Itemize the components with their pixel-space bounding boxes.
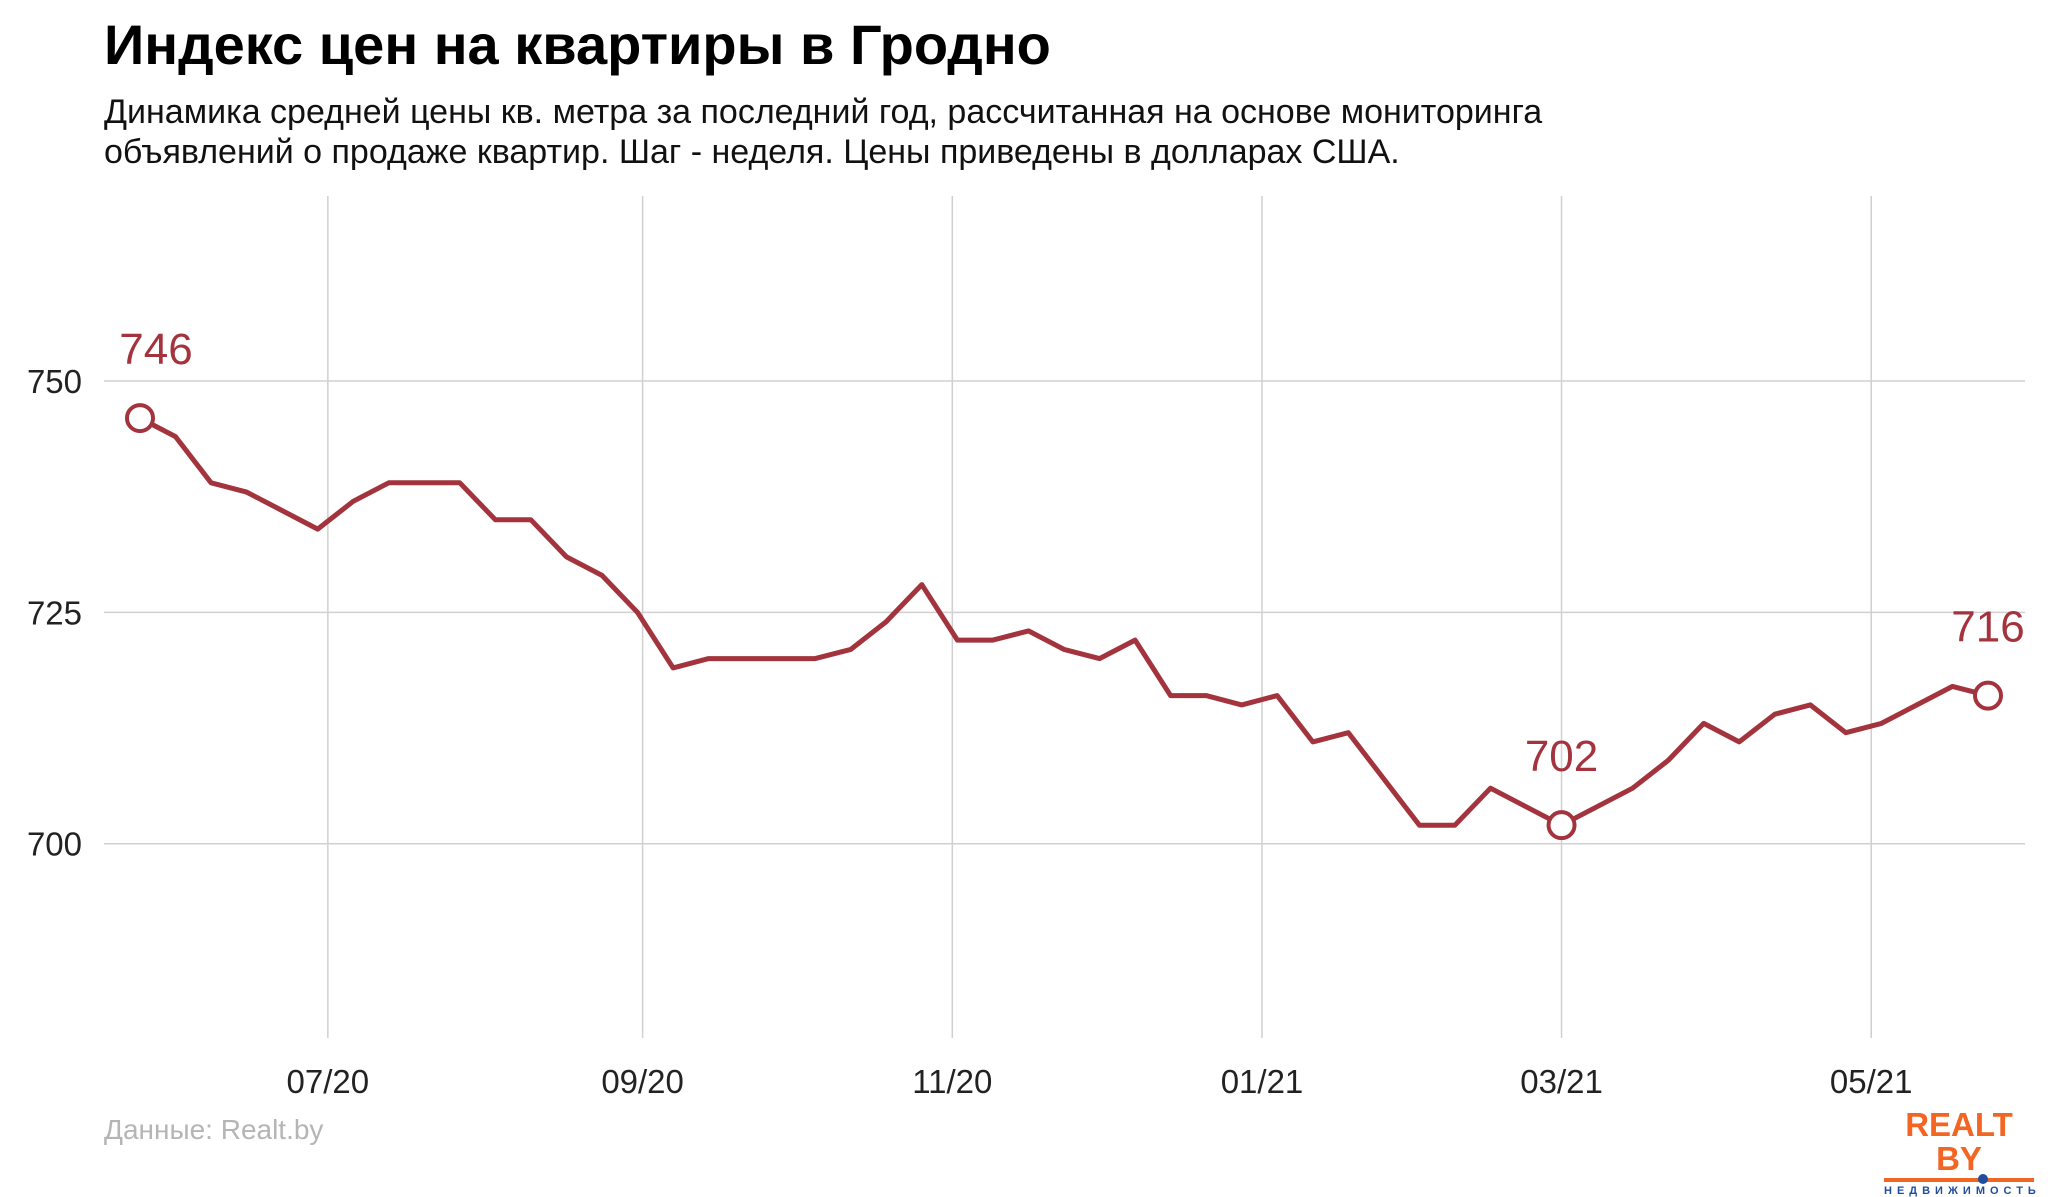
highlight-marker xyxy=(125,403,155,434)
line-chart: 700 725 750 07/20 09/20 11/20 01/21 03/21 05/21 7… xyxy=(27,196,2025,1100)
value-annotation: 716 xyxy=(1951,603,2024,652)
x-tick-label: 11/20 xyxy=(912,1063,992,1100)
logo-main-text: REALT BY xyxy=(1905,1106,2013,1177)
chart-subtitle: Динамика средней цены кв. метра за после… xyxy=(104,92,1904,172)
y-tick-label: 750 xyxy=(27,363,82,400)
x-tick-label: 03/21 xyxy=(1520,1063,1603,1100)
value-annotation: 746 xyxy=(119,325,192,374)
realt-by-logo: REALT BY НЕДВИЖИМОСТЬ xyxy=(1884,1106,2041,1197)
x-tick-label: 09/20 xyxy=(601,1063,684,1100)
data-source: Данные: Realt.by xyxy=(104,1114,324,1145)
highlight-marker xyxy=(1546,810,1577,841)
chart-title: Индекс цен на квартиры в Гродно xyxy=(104,13,1051,76)
y-tick-label: 700 xyxy=(27,826,82,863)
y-tick-label: 725 xyxy=(27,594,82,631)
highlight-marker xyxy=(1973,680,2003,711)
subtitle-line-1: Динамика средней цены кв. метра за после… xyxy=(104,93,1543,131)
logo-sub-text: НЕДВИЖИМОСТЬ xyxy=(1884,1185,2041,1197)
x-tick-label: 07/20 xyxy=(287,1063,370,1100)
subtitle-line-2: объявлений о продаже квартир. Шаг - неде… xyxy=(104,133,1400,171)
x-tick-label: 05/21 xyxy=(1830,1063,1913,1100)
price-line xyxy=(138,415,1989,828)
value-annotation: 702 xyxy=(1525,732,1598,781)
logo-dot xyxy=(1978,1174,1988,1184)
logo-bar xyxy=(1884,1174,2034,1184)
x-tick-label: 01/21 xyxy=(1221,1063,1304,1100)
